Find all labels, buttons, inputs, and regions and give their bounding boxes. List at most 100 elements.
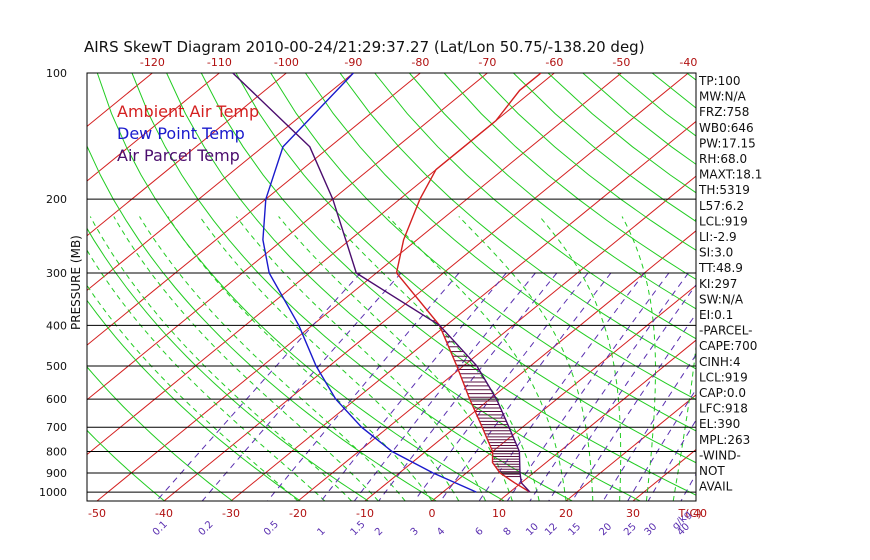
index-value: MW:N/A [699, 90, 747, 104]
dry-adiabat-line [270, 73, 696, 432]
pressure-tick-label: 600 [46, 393, 67, 406]
index-value: LCL:919 [699, 370, 748, 384]
dry-adiabat-line [478, 73, 696, 251]
index-value: TH:5319 [698, 183, 750, 197]
index-value: EI:0.1 [699, 308, 733, 322]
index-value: AVAIL [699, 480, 733, 494]
mixing-ratio-line [478, 272, 645, 501]
pressure-tick-label: 500 [46, 360, 67, 373]
index-value: SW:N/A [699, 292, 744, 306]
moist-adiabat-line [139, 216, 406, 501]
temp-top-tick-label: -90 [344, 56, 362, 69]
plot-frame [86, 72, 697, 502]
dry-adiabat-line [791, 73, 870, 501]
profile-line [232, 73, 531, 493]
dry-adiabat-line [131, 73, 573, 501]
temp-top-tick-label: -70 [478, 56, 496, 69]
cape-hatch [432, 320, 521, 478]
pressure-tick-label: 1000 [39, 486, 67, 499]
mixing-ratio-label: 10 [524, 521, 541, 538]
mixing-ratio-line [506, 272, 670, 501]
isotherm-line [364, 230, 696, 501]
pressure-tick-label: 100 [46, 67, 67, 80]
isotherm-line [87, 73, 488, 401]
mixing-ratio-label: 0.2 [197, 519, 216, 538]
mixing-ratio-line [440, 272, 612, 501]
mixing-ratio-label: 25 [622, 521, 639, 538]
mixing-ratio-label: 8 [502, 526, 514, 538]
dry-adiabat-line [860, 73, 870, 501]
profile-lines [232, 73, 542, 493]
pressure-tick-label: 200 [46, 193, 67, 206]
pressure-tick-labels: 100 200 300 400 500 600 700 800 900 1000 [39, 67, 67, 499]
index-value: MPL:263 [699, 433, 750, 447]
mixing-ratio-line [548, 284, 696, 501]
index-value: EL:390 [699, 417, 740, 431]
pressure-tick-label: 700 [46, 421, 67, 434]
dry-adiabat-line [87, 227, 369, 501]
temp-tick-label: 0 [429, 507, 436, 520]
mixing-ratio-line [413, 272, 589, 501]
legend-entry: Ambient Air Temp [117, 102, 259, 121]
index-value: CAPE:700 [699, 339, 757, 353]
index-value: -WIND- [699, 448, 741, 462]
temp-tick-label: -10 [356, 507, 374, 520]
isotherm-line [87, 73, 287, 237]
temp-tick-labels-top: -120 -110 -100 -90 -80 -70 -60 -50 -40 [140, 56, 697, 69]
mixing-ratio-label: 15 [566, 521, 583, 538]
index-value: L57:6.2 [699, 199, 744, 213]
mixing-ratio-line [602, 353, 696, 501]
index-value: KI:297 [699, 277, 737, 291]
moist-adiabat-line [539, 216, 622, 501]
dry-adiabat-line [339, 73, 696, 370]
legend: Ambient Air Temp Dew Point Temp Air Parc… [117, 102, 259, 165]
index-value: CAP:0.0 [699, 386, 746, 400]
mixing-ratio-label: 2 [373, 526, 385, 538]
index-value: WB0:646 [699, 121, 754, 135]
dry-adiabat-line [443, 73, 696, 280]
temp-tick-label: 10 [492, 507, 506, 520]
index-value: SI:3.0 [699, 246, 733, 260]
temp-tick-label: -30 [222, 507, 240, 520]
mixing-ratio-label: 20 [597, 521, 614, 538]
dry-adiabat-line [409, 73, 696, 310]
index-value: CINH:4 [699, 355, 741, 369]
moist-adiabat-line [199, 216, 460, 501]
pressure-tick-label: 300 [46, 267, 67, 280]
dry-adiabat-line [87, 429, 165, 501]
isotherm-line [87, 73, 421, 346]
mixing-ratio-label: 4 [435, 526, 447, 538]
index-value: LI:-2.9 [699, 230, 737, 244]
pressure-tick-label: 800 [46, 446, 67, 459]
mixing-ratio-line [529, 272, 689, 501]
isotherm-line [96, 73, 622, 501]
mixing-ratio-line [571, 313, 696, 501]
index-value: LCL:919 [699, 214, 748, 228]
dry-adiabat-line [235, 73, 696, 464]
index-value: TT:48.9 [698, 261, 743, 275]
temp-tick-labels-bottom: -50 -40 -30 -20 -10 0 10 20 30 40T(C) [88, 507, 707, 520]
moist-adiabat-line [87, 284, 299, 501]
mixing-ratio-line [378, 272, 558, 501]
temp-tick-label: 40 [693, 507, 707, 520]
temp-top-tick-label: -120 [140, 56, 165, 69]
temp-top-tick-label: -60 [545, 56, 563, 69]
mixing-ratio-line [353, 272, 536, 501]
moist-adiabat-line [235, 216, 487, 501]
temp-unit-label: T(C) [678, 507, 702, 520]
mixing-ratio-label: 0.1 [151, 519, 170, 538]
pressure-tick-label: 400 [46, 319, 67, 332]
isotherm-line [297, 175, 696, 501]
index-value: RH:68.0 [699, 152, 747, 166]
dry-adiabat-line [87, 366, 233, 501]
dry-adiabat-line [304, 73, 696, 401]
profile-line [262, 73, 477, 493]
mixing-ratio-label: 1 [315, 526, 327, 538]
moist-adiabat-line [672, 216, 696, 501]
isotherm-line [87, 73, 220, 182]
moist-adiabat-line [89, 216, 352, 501]
mixing-ratio-line [320, 272, 507, 501]
legend-entry: Dew Point Temp [117, 124, 245, 143]
